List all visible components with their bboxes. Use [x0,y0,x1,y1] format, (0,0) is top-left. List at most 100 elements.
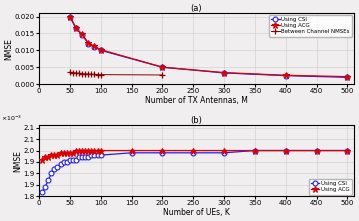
Using CSI [86,156,90,159]
Using CSI [80,34,84,36]
Using ACG [83,149,87,152]
Using CSI [77,156,81,159]
Using CSI [253,149,257,152]
Between Channel NMSEs [77,72,81,75]
Legend: Using CSI, Using ACG: Using CSI, Using ACG [309,179,352,195]
Using ACG [65,151,69,154]
X-axis label: Number of UEs, K: Number of UEs, K [163,208,230,217]
Using ACG [52,154,57,156]
Using ACG [74,149,78,152]
Using CSI [284,74,288,77]
Using ACG [345,149,350,152]
Between Channel NMSEs [95,73,100,76]
Using CSI [92,154,97,156]
Using CSI [314,149,319,152]
Using CSI [345,76,350,79]
X-axis label: Number of TX Antennas, M: Number of TX Antennas, M [145,96,248,105]
Using ACG [40,158,44,161]
Using CSI [86,42,90,45]
Using CSI [95,154,100,156]
Using CSI [74,27,78,30]
Using CSI [65,161,69,163]
Using CSI [160,66,164,69]
Line: Using ACG: Using ACG [67,13,350,80]
Title: (a): (a) [191,4,202,13]
Using ACG [80,149,84,152]
Using ACG [160,149,164,152]
Using ACG [61,151,66,154]
Using ACG [74,26,78,29]
Using ACG [160,66,164,69]
Between Channel NMSEs [74,72,78,74]
Between Channel NMSEs [92,73,97,76]
Using ACG [80,33,84,36]
Between Channel NMSEs [160,74,164,76]
Between Channel NMSEs [80,72,84,75]
Using ACG [59,151,63,154]
Line: Using CSI: Using CSI [39,148,350,194]
Using ACG [67,15,72,18]
Between Channel NMSEs [71,71,75,74]
Using ACG [55,154,60,156]
Between Channel NMSEs [83,73,87,75]
Using CSI [284,149,288,152]
Using ACG [77,149,81,152]
Using ACG [98,48,103,51]
Using ACG [314,149,319,152]
Y-axis label: NMSE: NMSE [13,150,22,172]
Using ACG [98,149,103,152]
Using CSI [83,156,87,159]
Using CSI [46,179,50,182]
Title: (b): (b) [190,116,202,125]
Line: Using CSI: Using CSI [67,14,350,80]
Using CSI [92,46,97,48]
Using ACG [222,149,226,152]
Using ACG [49,154,53,156]
Using ACG [71,151,75,154]
Using CSI [43,186,47,189]
Using CSI [129,151,134,154]
Legend: Using CSI, Using ACG, Between Channel NMSEs: Using CSI, Using ACG, Between Channel NM… [269,15,352,36]
Using ACG [284,149,288,152]
Using ACG [46,156,50,159]
Y-axis label: NMSE: NMSE [4,38,13,60]
Using CSI [191,151,195,154]
Using CSI [160,151,164,154]
Between Channel NMSEs [86,73,90,75]
Using ACG [253,149,257,152]
Line: Between Channel NMSEs: Between Channel NMSEs [67,69,165,78]
Using ACG [67,151,72,154]
Using ACG [92,45,97,48]
Using CSI [98,49,103,52]
Using ACG [345,75,350,78]
Text: $\times10^{-3}$: $\times10^{-3}$ [1,113,23,122]
Using ACG [43,156,47,159]
Using CSI [222,72,226,74]
Between Channel NMSEs [98,73,103,76]
Using CSI [67,15,72,18]
Using ACG [284,74,288,77]
Using CSI [74,158,78,161]
Using CSI [55,165,60,168]
Using ACG [86,149,90,152]
Line: Using ACG: Using ACG [39,147,350,163]
Between Channel NMSEs [89,73,94,76]
Using CSI [89,154,94,156]
Using ACG [129,149,134,152]
Using CSI [80,156,84,159]
Between Channel NMSEs [67,71,72,74]
Using CSI [71,158,75,161]
Using CSI [49,172,53,175]
Using CSI [98,154,103,156]
Using CSI [52,168,57,170]
Using CSI [67,158,72,161]
Using CSI [59,163,63,166]
Using ACG [222,71,226,74]
Using CSI [61,161,66,163]
Using ACG [89,149,94,152]
Using CSI [40,190,44,193]
Using CSI [222,151,226,154]
Using ACG [92,149,97,152]
Using CSI [345,149,350,152]
Using ACG [191,149,195,152]
